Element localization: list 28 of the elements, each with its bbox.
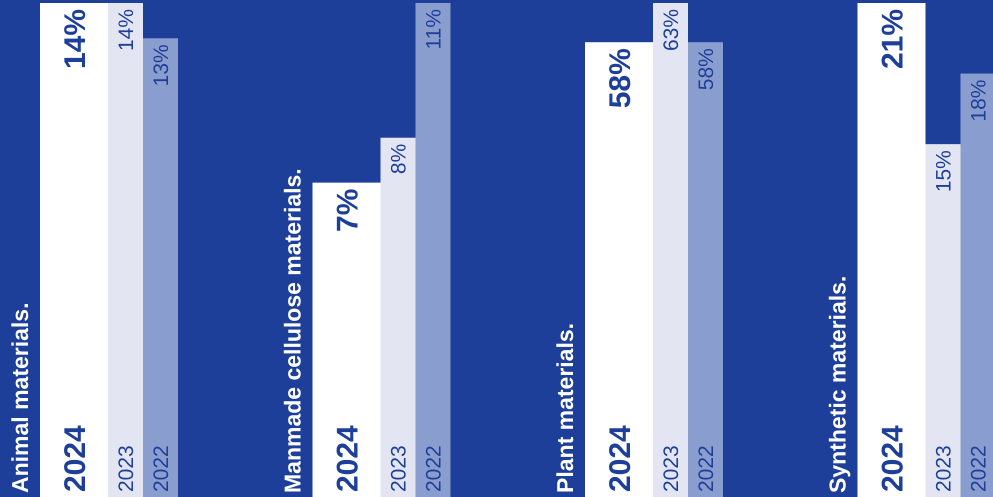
data-label: 11% — [422, 9, 446, 50]
data-label: 18% — [968, 80, 990, 122]
data-label: 8% — [388, 144, 410, 174]
x-tick-label: 2023 — [115, 445, 138, 492]
data-label: 14% — [115, 9, 138, 52]
data-label: 63% — [660, 9, 683, 52]
x-tick-label: 2022 — [695, 445, 718, 492]
x-tick-label: 2022 — [150, 445, 173, 492]
x-tick-label: 2024 — [876, 424, 910, 492]
data-label: 14% — [59, 9, 92, 70]
x-tick-label: 2024 — [332, 424, 364, 492]
x-tick-label: 2023 — [660, 445, 683, 492]
x-tick-label: 2024 — [59, 424, 92, 492]
data-label: 15% — [932, 150, 956, 192]
data-label: 58% — [604, 48, 637, 108]
x-tick-label: 2024 — [604, 424, 637, 492]
x-tick-label: 2022 — [422, 445, 446, 492]
text: Manmade cellulose materials. — [280, 168, 306, 493]
data-label: 13% — [150, 44, 173, 86]
x-tick-label: 2023 — [388, 445, 410, 492]
text: Plant materials. — [552, 322, 578, 493]
x-tick-label: 2023 — [932, 445, 956, 492]
text: Synthetic materials. — [824, 276, 850, 493]
data-label: 7% — [332, 188, 364, 232]
data-label: 58% — [695, 48, 718, 90]
data-label: 21% — [876, 9, 910, 70]
text: Animal materials. — [7, 302, 33, 493]
x-tick-label: 2022 — [968, 445, 990, 492]
